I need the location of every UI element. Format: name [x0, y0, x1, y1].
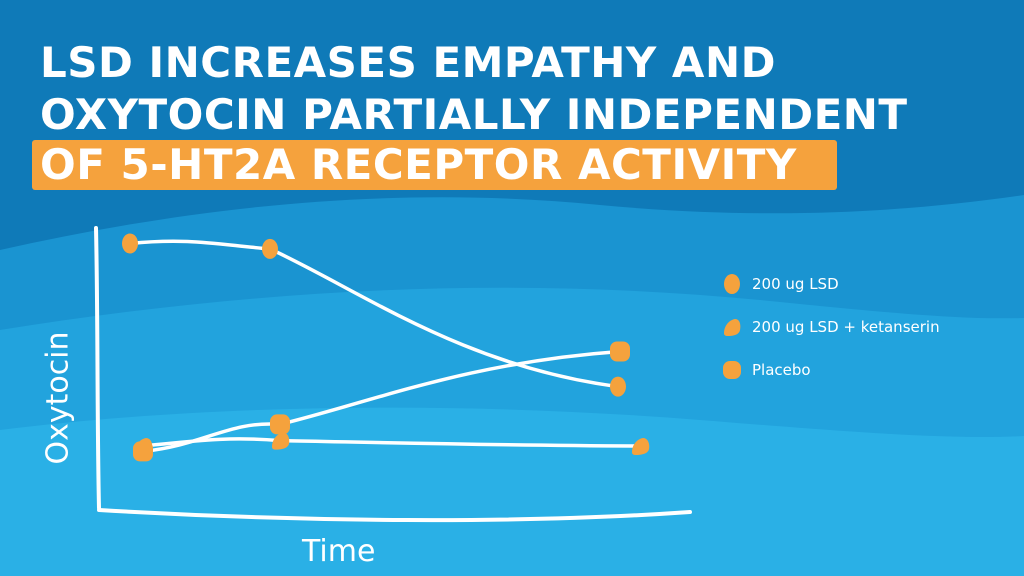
title-line-1: LSD INCREASES EMPATHY AND	[40, 38, 776, 87]
legend-label-lsd-ketanserin: 200 ug LSD + ketanserin	[752, 318, 940, 336]
series-2-point-2	[272, 432, 290, 450]
legend-label-placebo: Placebo	[752, 361, 811, 379]
series-3-point-1	[133, 441, 153, 462]
title-line-3-highlight: OF 5-HT2A RECEPTOR ACTIVITY	[32, 140, 837, 190]
legend-marker-rounded	[723, 361, 741, 379]
series-line-2	[141, 437, 642, 448]
y-axis	[94, 226, 101, 510]
series-1-point-1	[122, 233, 138, 254]
x-axis-label: Time	[302, 534, 376, 569]
legend-marker-blob	[724, 319, 741, 336]
series-3-point-2	[270, 414, 290, 435]
legend-marker-ellipse	[724, 274, 740, 294]
series-1-point-3	[610, 376, 626, 397]
legend-item-lsd-ketanserin: 200 ug LSD + ketanserin	[722, 315, 940, 339]
title-line-2: OXYTOCIN PARTIALLY INDEPENDENT	[40, 90, 908, 139]
series-line-3	[141, 349, 622, 454]
legend-label-lsd: 200 ug LSD	[752, 275, 839, 293]
legend-item-lsd: 200 ug LSD	[722, 272, 839, 296]
x-axis	[97, 508, 692, 523]
series-line-1	[128, 239, 620, 389]
legend-item-placebo: Placebo	[722, 358, 811, 382]
series-2-point-3	[632, 438, 650, 455]
series-1-point-2	[262, 238, 278, 259]
series-3-point-3	[610, 341, 630, 362]
y-axis-label: Oxytocin	[40, 331, 76, 465]
